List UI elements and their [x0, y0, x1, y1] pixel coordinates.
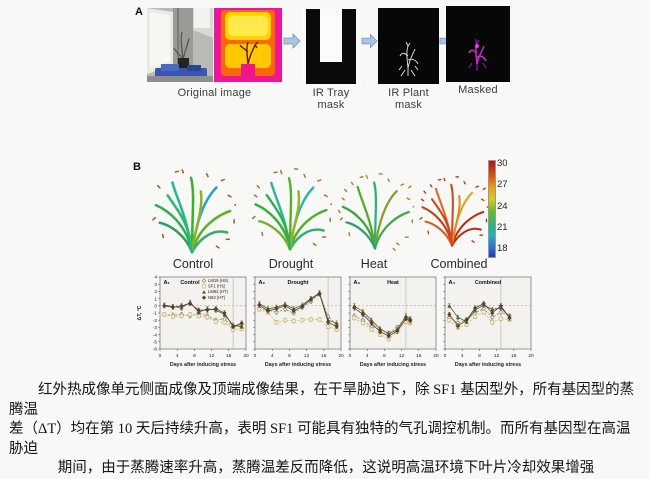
colorbar-tick: 30: [497, 158, 508, 169]
svg-text:-2: -2: [153, 318, 158, 324]
svg-text:4: 4: [461, 353, 464, 359]
svg-text:Days after inducing stress: Days after inducing stress: [265, 362, 331, 368]
original-photo-image: [147, 8, 213, 82]
svg-text:3: 3: [154, 282, 157, 288]
caption-line-3: 期间，由于蒸腾速率升高，蒸腾温差反而降低，这说明高温环境下叶片冷却效果增强: [57, 460, 595, 476]
plant-blades: [421, 183, 485, 247]
masked-result-image: [446, 6, 510, 82]
flow-arrow-icon: [361, 33, 378, 49]
colorbar-tick: 24: [497, 200, 508, 212]
svg-text:16: 16: [511, 353, 517, 359]
svg-text:12: 12: [209, 353, 215, 359]
figure-caption: 红外热成像单元侧面成像及顶端成像结果，在干旱胁迫下，除 SF1 基因型外，所有基…: [9, 381, 643, 479]
panel-b-label: B: [133, 161, 141, 173]
temperature-colorbar: [488, 160, 496, 258]
svg-text:Control: Control: [180, 280, 200, 286]
thermal-plant-drought: [248, 164, 332, 256]
svg-text:4: 4: [271, 353, 274, 359]
svg-text:A₃: A₃: [354, 280, 361, 286]
svg-text:16: 16: [226, 353, 232, 359]
ir-plant-mask-image: [378, 8, 439, 84]
treatment-label-control: Control: [172, 257, 214, 271]
svg-text:SF1 (HS): SF1 (HS): [208, 284, 226, 289]
svg-text:A₄: A₄: [449, 280, 456, 286]
svg-text:12: 12: [494, 353, 500, 359]
svg-text:1: 1: [154, 296, 157, 302]
svg-text:-1: -1: [153, 311, 158, 317]
plant-blades: [341, 181, 410, 250]
svg-text:4: 4: [366, 353, 369, 359]
plant-blades: [254, 177, 328, 251]
svg-text:-4: -4: [153, 332, 158, 338]
chart-panel-3: 0 4 8 12 16 20 Days after inducing stress A₃ Hea…: [348, 276, 439, 368]
svg-text:4: 4: [154, 275, 157, 281]
svg-text:Days after inducing stress: Days after inducing stress: [455, 362, 521, 368]
svg-text:0: 0: [154, 304, 157, 310]
plant-debris-dots: [152, 169, 236, 249]
svg-text:0: 0: [159, 353, 162, 359]
svg-text:4: 4: [176, 353, 179, 359]
colorbar-tick: 27: [497, 179, 508, 191]
svg-text:-6: -6: [153, 347, 158, 353]
plant-debris-dots: [419, 176, 488, 243]
svg-text:20: 20: [338, 353, 344, 359]
svg-text:ΔT, °C: ΔT, °C: [137, 305, 143, 320]
thermal-plant-control: [148, 166, 236, 256]
svg-text:12: 12: [304, 353, 310, 359]
plant-blades: [154, 176, 232, 254]
svg-text:Heat: Heat: [387, 280, 399, 286]
svg-text:8: 8: [383, 353, 386, 359]
svg-text:8: 8: [478, 353, 481, 359]
svg-text:0: 0: [254, 353, 257, 359]
svg-text:16: 16: [416, 353, 422, 359]
svg-text:0: 0: [444, 353, 447, 359]
svg-text:8: 8: [193, 353, 196, 359]
svg-text:-5: -5: [153, 340, 158, 346]
svg-text:Days after inducing stress: Days after inducing stress: [360, 362, 426, 368]
svg-text:LM19 (HS): LM19 (HS): [208, 278, 229, 283]
caption-ir-tray-mask: IR Tray mask: [312, 87, 350, 111]
colorbar-tick-labels: 30 27 24 21 18: [497, 158, 517, 254]
ir-tray-mask-image: [301, 9, 361, 84]
svg-text:-3: -3: [153, 325, 158, 331]
svg-text:20: 20: [243, 353, 249, 359]
thermal-image: [214, 8, 282, 82]
thermal-plant-combined: [416, 168, 488, 256]
flow-arrow-icon: [283, 33, 301, 49]
panel-a-label: A: [135, 6, 143, 18]
svg-text:20: 20: [433, 353, 439, 359]
svg-text:LM62 (HT): LM62 (HT): [208, 289, 229, 294]
svg-text:8: 8: [288, 353, 291, 359]
thermal-plant-heat: [336, 168, 414, 256]
svg-text:12: 12: [399, 353, 405, 359]
svg-text:16: 16: [321, 353, 327, 359]
svg-text:N63 (HT): N63 (HT): [208, 295, 226, 300]
svg-text:Days after inducing stress: Days after inducing stress: [170, 362, 236, 368]
caption-line-2: 差（ΔT）均在第 10 天后持续升高，表明 SF1 可能具有独特的气孔调控机制。…: [9, 421, 631, 457]
colorbar-tick: 21: [497, 221, 508, 233]
chart-panel-4: 0 4 8 12 16 20 Days after inducing stress A₄ Com…: [443, 276, 534, 368]
colorbar-tick: 18: [497, 243, 508, 254]
caption-original-image: Original image: [177, 87, 252, 99]
plant-debris-dots: [251, 168, 332, 246]
treatment-label-heat: Heat: [360, 257, 388, 271]
svg-text:A₂: A₂: [259, 280, 266, 286]
svg-text:Drought: Drought: [288, 280, 309, 286]
svg-text:2: 2: [154, 289, 157, 295]
treatment-label-drought: Drought: [268, 257, 314, 271]
treatment-label-combined: Combined: [430, 257, 488, 271]
svg-text:0: 0: [349, 353, 352, 359]
chart-panel-2: 0 4 8 12 16 20 Days after inducing stress A₂ Dro…: [253, 276, 344, 368]
caption-line-1: 红外热成像单元侧面成像及顶端成像结果，在干旱胁迫下，除 SF1 基因型外，所有基…: [9, 382, 635, 418]
delta-t-line-charts: ΔT, °C 4 3 2 1 0 -1 -2 -3 -4 -5 -6 0 4 8 12 16 20 Days aft…: [134, 272, 540, 378]
caption-ir-plant-mask: IR Plant mask: [388, 87, 429, 111]
svg-text:20: 20: [528, 353, 534, 359]
plant-debris-dots: [337, 173, 414, 251]
svg-text:A₁: A₁: [164, 280, 171, 286]
svg-text:Combined: Combined: [475, 280, 501, 286]
caption-masked: Masked: [458, 84, 498, 96]
